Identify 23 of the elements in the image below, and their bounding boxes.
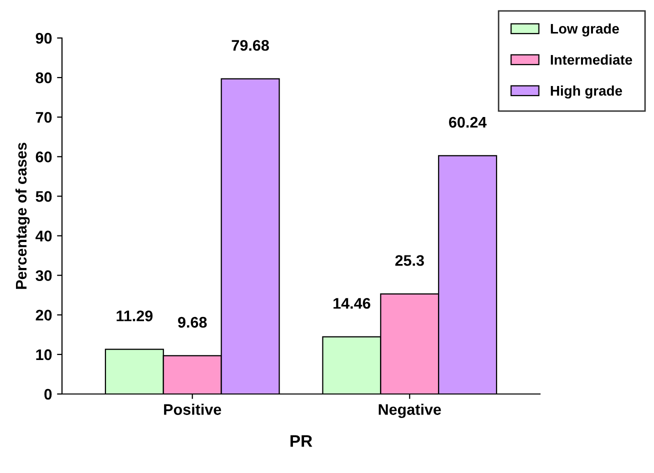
- y-tick-label: 70: [36, 112, 52, 123]
- legend-label: Low grade: [550, 23, 619, 36]
- x-tick-label: Negative: [378, 404, 441, 418]
- y-tick-label: 50: [36, 191, 52, 202]
- y-tick-label: 80: [36, 72, 52, 84]
- x-axis-title: PR: [290, 435, 312, 447]
- y-tick-label: 60: [36, 152, 52, 162]
- data-label: 9.68: [178, 316, 207, 328]
- y-tick-label: 30: [36, 270, 52, 282]
- y-tick-label: 40: [36, 230, 52, 242]
- data-label: 14.46: [334, 298, 370, 309]
- data-label: 79.68: [232, 40, 269, 51]
- y-tick-label: 20: [36, 310, 52, 321]
- legend-label: High grade: [550, 86, 622, 99]
- data-label: 25.3: [395, 255, 424, 266]
- y-axis-title: Percentage of cases: [15, 142, 30, 289]
- legend-label: Intermediate: [550, 54, 632, 65]
- data-label: 11.29: [116, 310, 153, 322]
- y-tick-label: 10: [36, 349, 52, 360]
- y-tick-label: 0: [44, 388, 52, 400]
- y-tick-label: 90: [36, 32, 52, 44]
- data-label: 60.24: [449, 116, 487, 128]
- x-tick-label: Positive: [164, 404, 222, 415]
